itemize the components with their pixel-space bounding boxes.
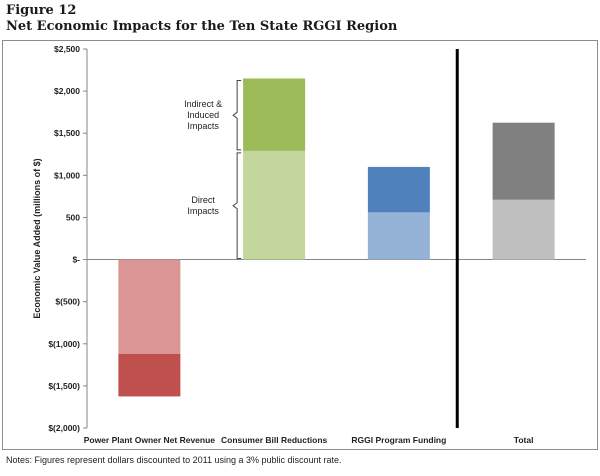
chart-frame: [2, 40, 598, 450]
y-tick-label: $(500): [55, 297, 80, 307]
figure-label: Figure 12: [6, 3, 77, 18]
y-axis-title: Economic Value Added (millions of $): [32, 158, 42, 318]
x-category-label: Total: [514, 435, 534, 445]
x-category-label: Power Plant Owner Net Revenue: [84, 435, 216, 445]
y-tick-label: $(1,500): [48, 381, 80, 391]
annotation-indirect-induced-label: Induced: [187, 110, 219, 120]
y-tick-label: $2,000: [54, 86, 80, 96]
bar-indirect-induced-rggi-program-funding: [367, 166, 430, 213]
y-tick-label: 500: [66, 212, 80, 222]
annotation-indirect-induced-label: Impacts: [187, 121, 219, 131]
y-tick-label: $1,500: [54, 128, 80, 138]
y-tick-label: $-: [72, 255, 80, 265]
bar-indirect-induced-power-plant-owner-net-revenue: [118, 353, 181, 397]
footnote: Notes: Figures represent dollars discoun…: [6, 455, 342, 465]
bar-indirect-induced-total: [492, 122, 555, 200]
annotation-indirect-induced-label: Indirect &: [184, 99, 222, 109]
annotation-bracket: [232, 79, 242, 151]
y-tick-label: $2,500: [54, 44, 80, 54]
y-tick-label: $(2,000): [48, 423, 80, 433]
bar-indirect-induced-consumer-bill-reductions: [243, 78, 306, 151]
y-tick-label: $(1,000): [48, 339, 80, 349]
annotation-direct-label: Direct: [191, 195, 215, 205]
bar-direct-consumer-bill-reductions: [243, 150, 306, 260]
figure-title: Net Economic Impacts for the Ten State R…: [6, 19, 398, 34]
y-tick-label: $1,000: [54, 170, 80, 180]
x-category-label: RGGI Program Funding: [351, 435, 446, 445]
bar-direct-rggi-program-funding: [367, 212, 430, 260]
bar-direct-power-plant-owner-net-revenue: [118, 259, 181, 354]
figure-header: Figure 12 Net Economic Impacts for the T…: [6, 3, 397, 35]
annotation-bracket: [232, 152, 242, 260]
bar-direct-total: [492, 199, 555, 260]
x-category-label: Consumer Bill Reductions: [221, 435, 328, 445]
annotation-direct-label: Impacts: [187, 206, 219, 216]
